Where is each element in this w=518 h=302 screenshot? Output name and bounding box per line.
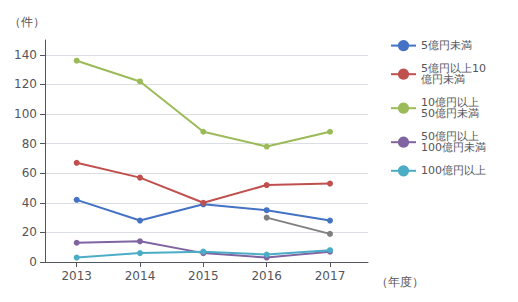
svg-text:60: 60 (22, 166, 37, 180)
svg-text:0: 0 (29, 255, 37, 269)
svg-text:120: 120 (14, 77, 37, 91)
svg-text:100億円以上: 100億円以上 (421, 164, 486, 177)
svg-text:80: 80 (22, 137, 37, 151)
svg-text:2017: 2017 (315, 269, 346, 283)
svg-text:億円未満: 億円未満 (421, 73, 465, 86)
svg-text:50億円以上: 50億円以上 (421, 130, 479, 144)
svg-text:5億円以上10: 5億円以上10 (421, 62, 486, 76)
svg-text:40: 40 (22, 196, 37, 210)
svg-text:2014: 2014 (125, 269, 156, 283)
svg-text:140: 140 (14, 48, 37, 62)
svg-text:5億円未満: 5億円未満 (421, 39, 472, 52)
svg-text:100: 100 (14, 107, 37, 121)
svg-text:100億円未満: 100億円未満 (421, 141, 486, 154)
svg-text:2015: 2015 (188, 269, 219, 283)
svg-text:（件）: （件） (9, 15, 45, 29)
svg-text:50億円未満: 50億円未満 (421, 107, 479, 120)
svg-text:（年度）: （年度） (376, 275, 424, 289)
svg-text:20: 20 (22, 225, 37, 239)
svg-text:2016: 2016 (251, 269, 282, 283)
svg-text:2013: 2013 (61, 269, 92, 283)
svg-text:10億円以上: 10億円以上 (421, 96, 479, 110)
